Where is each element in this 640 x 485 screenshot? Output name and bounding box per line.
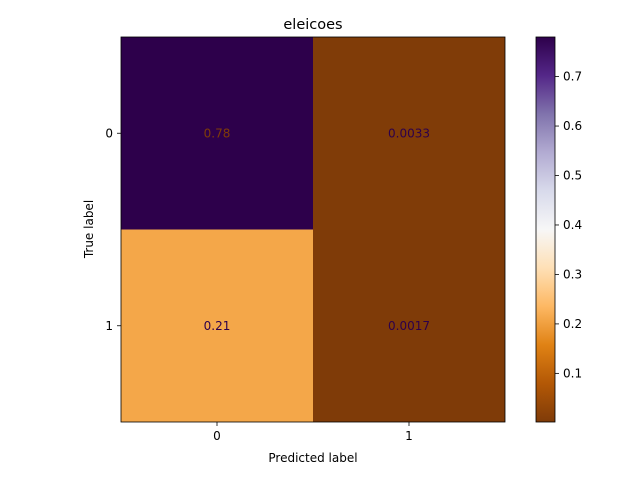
y-axis-label: True label	[82, 200, 96, 259]
cell-value-label: 0.0017	[388, 319, 430, 333]
cell-value-label: 0.0033	[388, 126, 430, 140]
cell-value-label: 0.78	[204, 126, 231, 140]
colorbar-tick-label: 0.4	[563, 218, 582, 232]
y-tick-label: 0	[105, 126, 113, 140]
x-tick-label: 0	[213, 429, 221, 443]
colorbar-tick-label: 0.1	[563, 366, 582, 380]
colorbar-tick-label: 0.5	[563, 169, 582, 183]
colorbar-tick-label: 0.3	[563, 267, 582, 281]
x-tick-label: 1	[405, 429, 413, 443]
colorbar-tick-label: 0.6	[563, 119, 582, 133]
colorbar-tick-label: 0.2	[563, 317, 582, 331]
chart-title: eleicoes	[283, 17, 342, 33]
colorbar-tick-label: 0.7	[563, 70, 582, 84]
colorbar	[535, 36, 556, 423]
x-axis-label: Predicted label	[268, 451, 357, 465]
y-tick-label: 1	[105, 319, 113, 333]
matrix-cell	[121, 229, 313, 422]
matrix-cells: 0.78 0.0033 0.21 0.0017	[121, 37, 505, 422]
matrix-cell	[121, 37, 313, 230]
matrix-frame	[120, 36, 506, 423]
cell-value-label: 0.21	[204, 319, 231, 333]
colorbar-ticks: 0.1 0.2 0.3 0.4 0.5 0.6 0.7	[555, 70, 582, 380]
matrix-cell	[313, 229, 505, 422]
matrix-cell	[313, 37, 505, 230]
y-axis-ticks: 01	[105, 126, 121, 333]
